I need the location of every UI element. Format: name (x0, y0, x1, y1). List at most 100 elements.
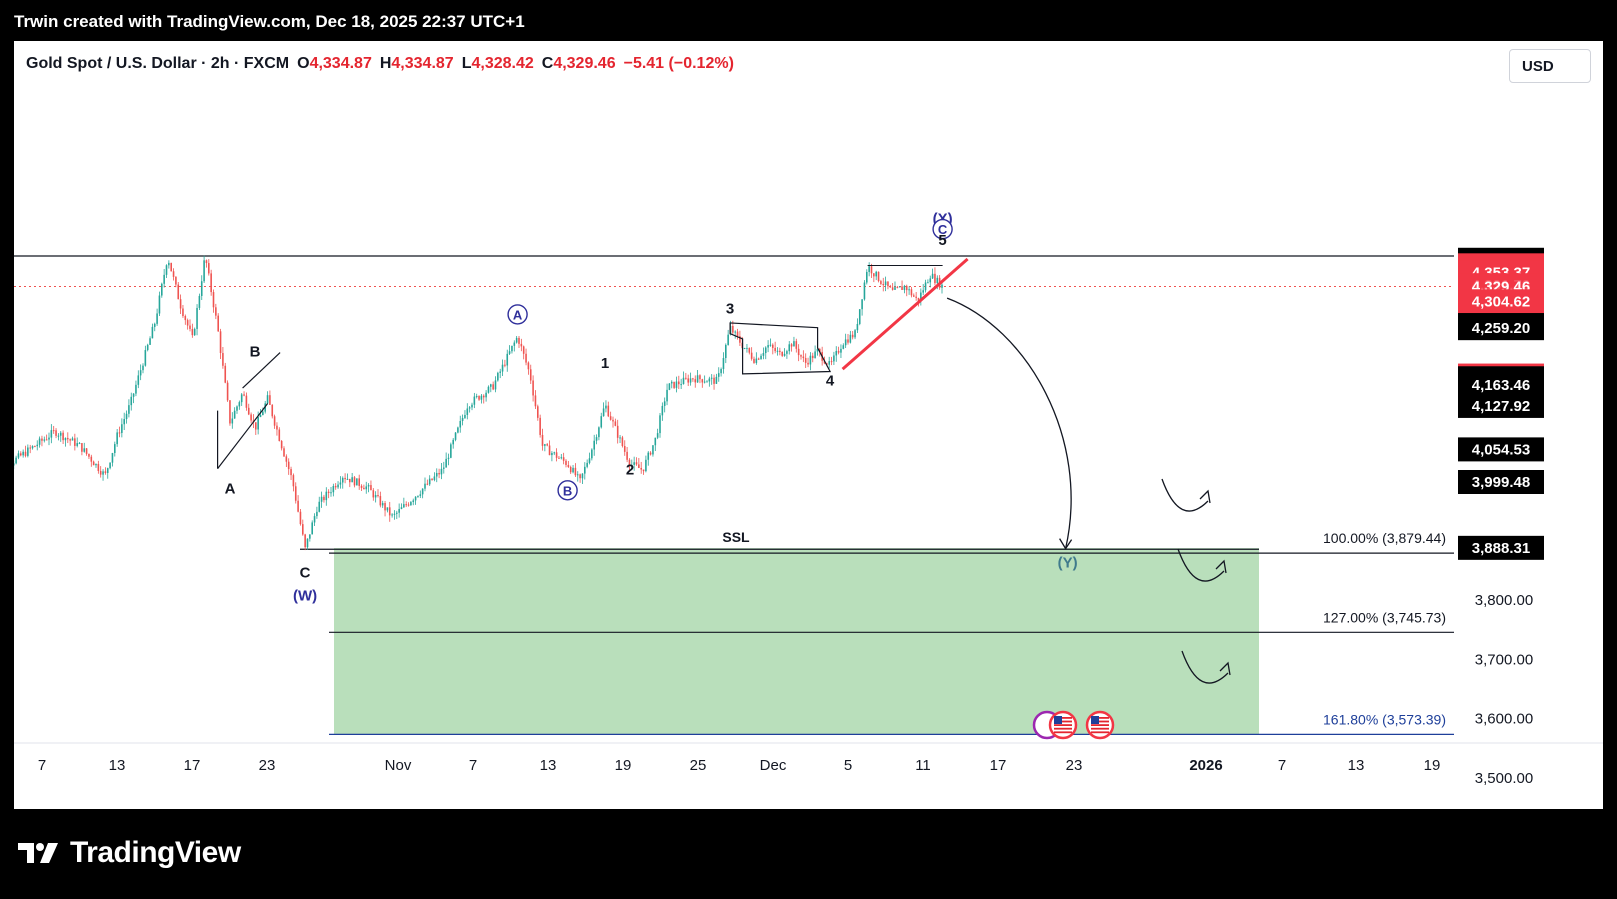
candle-body (344, 477, 346, 480)
currency-button[interactable]: USD (1509, 49, 1591, 83)
flag-stripe (1091, 727, 1109, 730)
chart-panel[interactable]: SSL 100.00% (3,879.44) 127.00% (3,745.73) 1… (14, 41, 1603, 809)
candle-body (238, 402, 241, 407)
candle-body (581, 473, 584, 479)
candle-body (175, 276, 177, 285)
target-zone-layer (334, 548, 1259, 735)
candle-body (609, 416, 612, 420)
candle-body (412, 500, 415, 503)
candle-body (346, 478, 349, 480)
candle-body (844, 339, 847, 346)
candle-body (212, 292, 215, 308)
triangle-lower-line (217, 403, 269, 470)
candle-body (835, 350, 838, 356)
candle-body (889, 286, 892, 288)
candle-body (358, 478, 360, 486)
candle-body (757, 358, 760, 360)
candle-body (76, 443, 78, 446)
candle-body (640, 467, 642, 470)
candle-body (294, 486, 297, 501)
candle-body (875, 271, 877, 277)
candle-body (504, 364, 506, 366)
candle-body (320, 496, 323, 502)
candle-body (616, 425, 619, 438)
candle-body (391, 514, 393, 516)
candle-body (224, 365, 227, 383)
x-tick-label: 13 (109, 757, 126, 774)
candle-body (424, 483, 426, 489)
candle-body (393, 513, 396, 515)
candle-body (628, 459, 631, 467)
price-tag-label: 4,127.92 (1472, 398, 1530, 415)
level-lines-layer: SSL 100.00% (3,879.44) 127.00% (3,745.73) 1… (14, 255, 1454, 735)
candle-body (403, 504, 405, 508)
candle-body (898, 286, 901, 288)
candle-body (525, 353, 527, 363)
candle-body (518, 337, 520, 344)
candle-body (856, 323, 859, 331)
candle-body (558, 457, 560, 459)
candle-body (482, 395, 485, 398)
candle-body (323, 496, 325, 501)
wave-label: 1 (601, 355, 609, 372)
candle-body (339, 482, 342, 485)
bounce-arrow (1161, 478, 1209, 512)
price-tag (1458, 372, 1544, 397)
symbol-legend[interactable]: Gold Spot / U.S. Dollar · 2h · FXCM O4,33… (26, 55, 734, 73)
candle-body (400, 507, 403, 509)
candle-body (45, 439, 48, 441)
candle-body (168, 262, 170, 266)
bounce-arrow-head (1215, 559, 1227, 574)
candle-body (560, 457, 563, 459)
x-tick-label: Dec (760, 757, 787, 774)
candle-body (142, 365, 144, 371)
candle-body (99, 471, 102, 475)
brand[interactable]: TradingView (18, 836, 241, 870)
candle-body (215, 307, 217, 316)
candle-body (92, 461, 95, 466)
projection-arrow-head (1059, 538, 1073, 550)
candle-body (490, 384, 492, 387)
candle-body (685, 377, 687, 379)
bounce-arrow-head (1199, 489, 1211, 504)
candle-body (170, 262, 172, 272)
wave-label: A (513, 307, 523, 322)
candle-body (908, 289, 910, 291)
candle-body (306, 538, 309, 548)
candle-body (659, 415, 661, 434)
symbol-name[interactable]: Gold Spot / U.S. Dollar · 2h · FXCM (26, 55, 290, 72)
candle-body (649, 452, 652, 455)
candle-body (720, 369, 722, 374)
candle-body (372, 490, 375, 498)
candle-body (198, 295, 201, 308)
candle-body (396, 512, 398, 514)
candle-body (428, 478, 431, 485)
flag-canton (1054, 716, 1062, 724)
candle-body (398, 508, 400, 513)
candle-body (250, 414, 252, 421)
x-tick-label: Nov (385, 757, 412, 774)
credit-text: Trwin created with TradingView.com, Dec … (14, 12, 525, 31)
candle-body (334, 485, 337, 488)
wave-label: B (250, 344, 261, 361)
candle-body (438, 472, 440, 475)
candle-body (727, 334, 729, 345)
candle-body (553, 452, 556, 454)
price-chart[interactable]: SSL 100.00% (3,879.44) 127.00% (3,745.73) 1… (14, 41, 1603, 809)
candle-body (663, 401, 666, 406)
flag-box (729, 322, 832, 375)
flag-stripe (1054, 724, 1072, 726)
x-tick-label: 13 (1348, 757, 1365, 774)
candle-body (574, 467, 577, 476)
candle-body (156, 313, 158, 324)
flag-stripe (1054, 731, 1072, 734)
candle-body (722, 358, 725, 370)
candle-body (123, 419, 125, 425)
candle-body (661, 405, 664, 416)
candle-body (882, 283, 885, 286)
flag-stripe (1091, 717, 1109, 719)
candles-layer (14, 255, 943, 551)
candle-body (158, 295, 161, 314)
candle-body (243, 394, 245, 396)
